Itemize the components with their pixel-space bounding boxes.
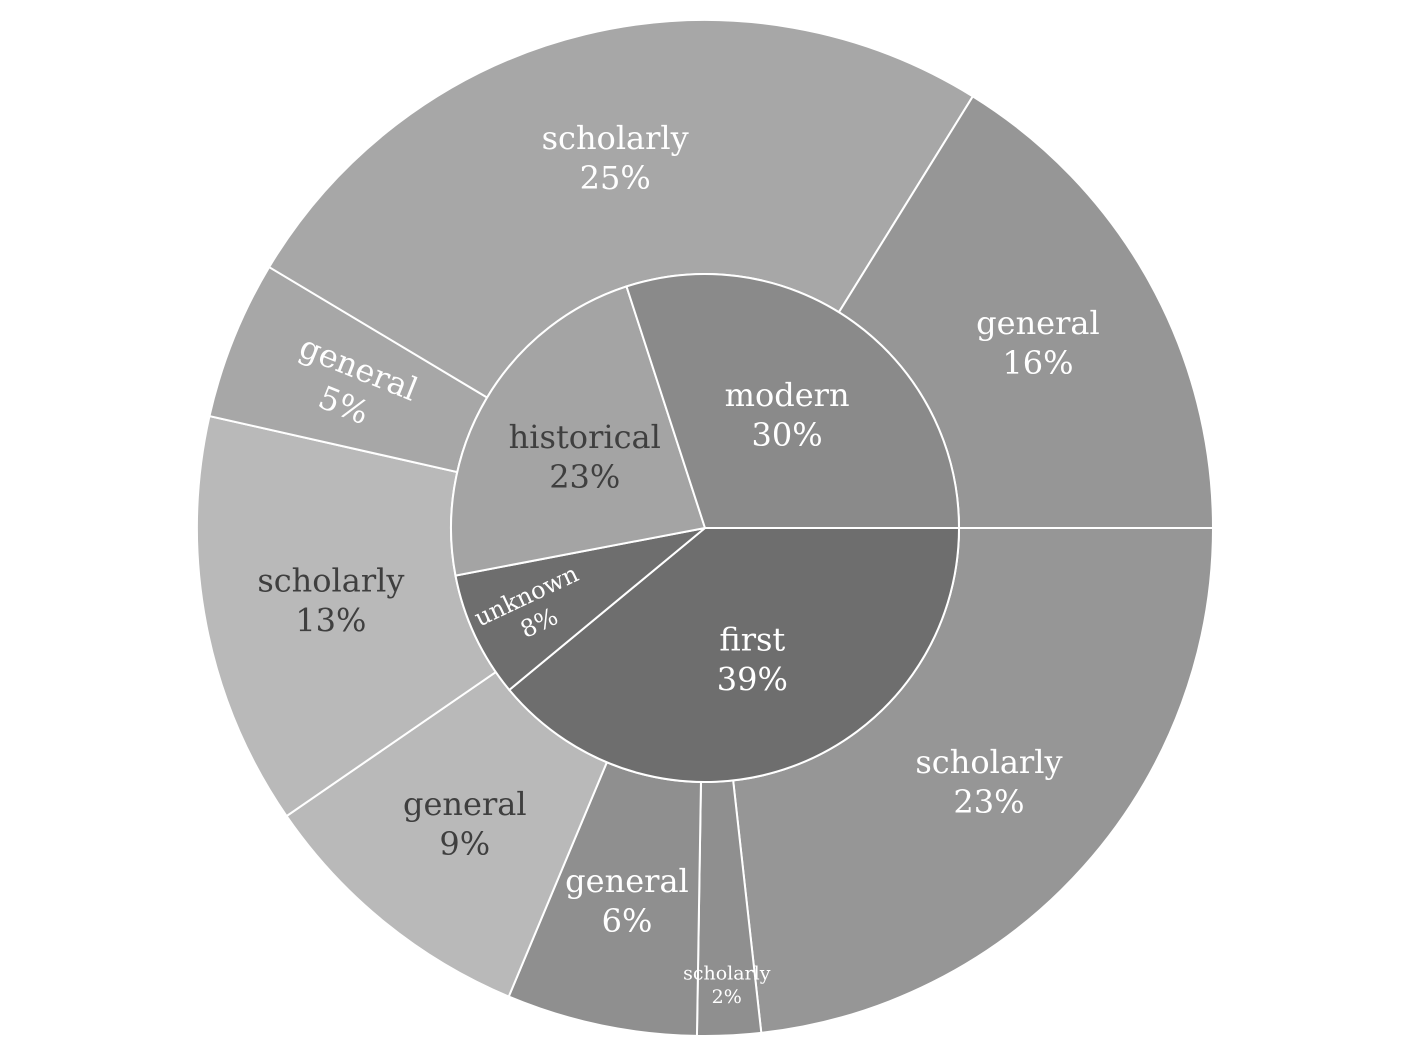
outer-label-first-general: general 16% bbox=[976, 304, 1100, 382]
outer-label-unknown-general: general 6% bbox=[565, 862, 689, 940]
inner-slice-modern bbox=[625, 273, 961, 529]
inner-slice-historical bbox=[450, 285, 707, 577]
outer-label-first-scholarly: scholarly 23% bbox=[915, 743, 1062, 821]
inner-slice-first bbox=[507, 527, 961, 783]
inner-slice-unknown bbox=[454, 527, 706, 692]
inner-label-historical: historical 23% bbox=[509, 418, 661, 496]
inner-label-modern: modern 30% bbox=[725, 376, 850, 454]
outer-label-historical-general: general 9% bbox=[403, 785, 527, 863]
inner-ring bbox=[450, 273, 961, 783]
outer-label-modern-scholarly: scholarly 25% bbox=[542, 119, 689, 197]
inner-label-first: first 39% bbox=[717, 621, 788, 699]
outer-label-historical-scholarly: scholarly 13% bbox=[257, 561, 404, 639]
outer-label-unknown-scholarly: scholarly 2% bbox=[683, 962, 771, 1008]
outer-ring bbox=[196, 19, 1215, 1037]
slice-labels: first 39%unknown8%historical 23%modern 30%s… bbox=[257, 119, 1099, 1008]
